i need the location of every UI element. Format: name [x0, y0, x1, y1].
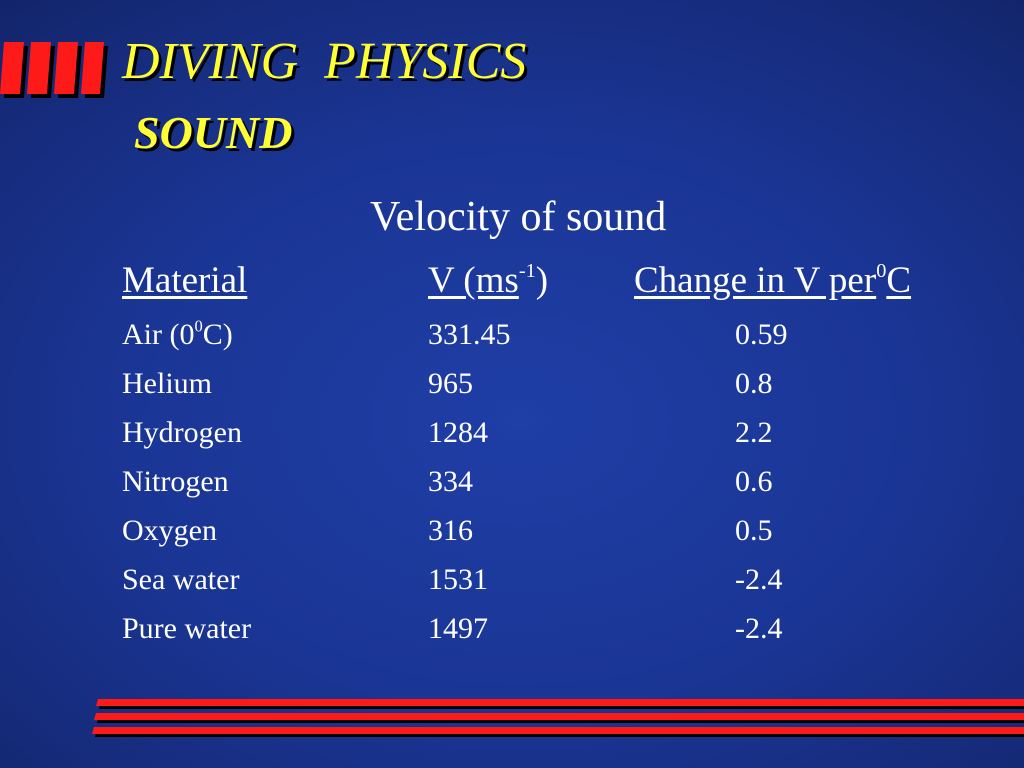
- header-change-text: Change in V per: [634, 260, 877, 301]
- bottom-red-stripes-decoration: [92, 698, 1024, 738]
- slide-subtitle: SOUND: [134, 107, 293, 158]
- header-velocity-text: V (ms: [428, 260, 519, 301]
- header-change-sup: 0: [876, 259, 887, 282]
- row-material: Oxygen: [122, 514, 217, 547]
- header-velocity: V (ms-1): [428, 259, 549, 301]
- row-velocity: 334: [428, 465, 473, 498]
- header-change: Change in V per0C: [634, 259, 912, 301]
- top-left-red-bars-decoration: [0, 42, 108, 98]
- row-material: Helium: [122, 367, 212, 400]
- row-material: Pure water: [122, 612, 252, 645]
- slide-title: DIVING PHYSICS: [122, 33, 527, 90]
- row-velocity: 316: [428, 514, 473, 547]
- row-material: Hydrogen: [122, 416, 242, 449]
- row-velocity: 965: [428, 367, 473, 400]
- row-change: 2.2: [735, 416, 773, 449]
- row-change: -2.4: [735, 563, 783, 596]
- row-material: Sea water: [122, 563, 240, 596]
- row-change: 0.8: [735, 367, 773, 400]
- row-change: -2.4: [735, 612, 783, 645]
- header-material: Material: [122, 260, 248, 301]
- row-velocity: 331.45: [428, 318, 511, 351]
- table-heading: Velocity of sound: [370, 194, 667, 240]
- row-velocity: 1531: [428, 563, 488, 596]
- row-change: 0.6: [735, 465, 773, 498]
- row-velocity: 1497: [428, 612, 488, 645]
- row-change: 0.59: [735, 318, 788, 351]
- row-velocity: 1284: [428, 416, 488, 449]
- row-material: Nitrogen: [122, 465, 229, 498]
- header-velocity-sup: -1: [518, 259, 536, 282]
- row-material: Air (00C): [122, 316, 233, 351]
- header-velocity-close: ): [535, 260, 549, 301]
- row-change: 0.5: [735, 514, 773, 547]
- header-change-unit: C: [886, 260, 912, 301]
